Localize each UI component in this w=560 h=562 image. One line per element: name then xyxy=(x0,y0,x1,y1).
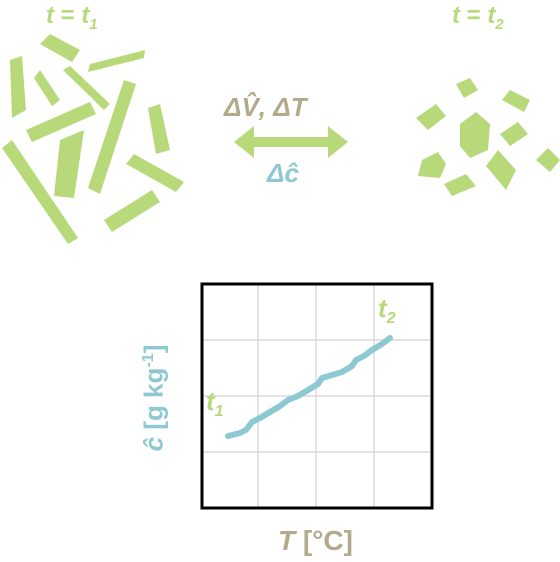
crystal-chunk xyxy=(418,152,446,178)
crystal-needle xyxy=(2,140,78,244)
plot-area xyxy=(200,282,434,510)
x-axis-label: T [°C] xyxy=(278,525,353,556)
crystal-chunk xyxy=(536,148,560,172)
double-arrow-icon xyxy=(234,126,348,158)
curve-start-marker: t1 xyxy=(206,386,224,421)
crystal-needle xyxy=(63,66,110,110)
crystal-needle xyxy=(26,102,96,142)
crystal-needle xyxy=(126,154,184,192)
crystal-chunk xyxy=(500,122,528,146)
crystal-needle xyxy=(54,130,84,198)
volume-temperature-change-label: ΔV̂, ΔT xyxy=(224,92,307,122)
crystal-chunk xyxy=(456,78,478,98)
plot-grid xyxy=(202,284,432,508)
crystal-needle xyxy=(148,104,170,154)
crystal-needle xyxy=(10,56,26,118)
crystal-chunk xyxy=(444,174,476,196)
y-axis-label: ĉ [g kg-1] xyxy=(138,344,169,452)
crystal-chunk xyxy=(416,104,446,130)
crystal-chunk xyxy=(460,112,490,158)
state-label-left: t = t1 xyxy=(46,2,98,33)
crystal-needle xyxy=(34,70,60,106)
concentration-curve xyxy=(225,335,393,439)
curve-end-marker: t2 xyxy=(378,293,396,328)
crystal-needle xyxy=(88,80,136,194)
crystal-cluster-left xyxy=(2,34,184,244)
crystal-cluster-right xyxy=(416,78,560,196)
crystal-needle xyxy=(104,190,160,232)
crystal-needle xyxy=(40,34,80,62)
crystal-chunk xyxy=(486,150,516,190)
crystal-needle xyxy=(88,50,145,72)
plot-frame xyxy=(200,282,434,510)
concentration-change-label: Δĉ xyxy=(267,158,299,188)
state-label-right: t = t2 xyxy=(452,2,504,33)
crystal-chunk xyxy=(502,90,530,112)
